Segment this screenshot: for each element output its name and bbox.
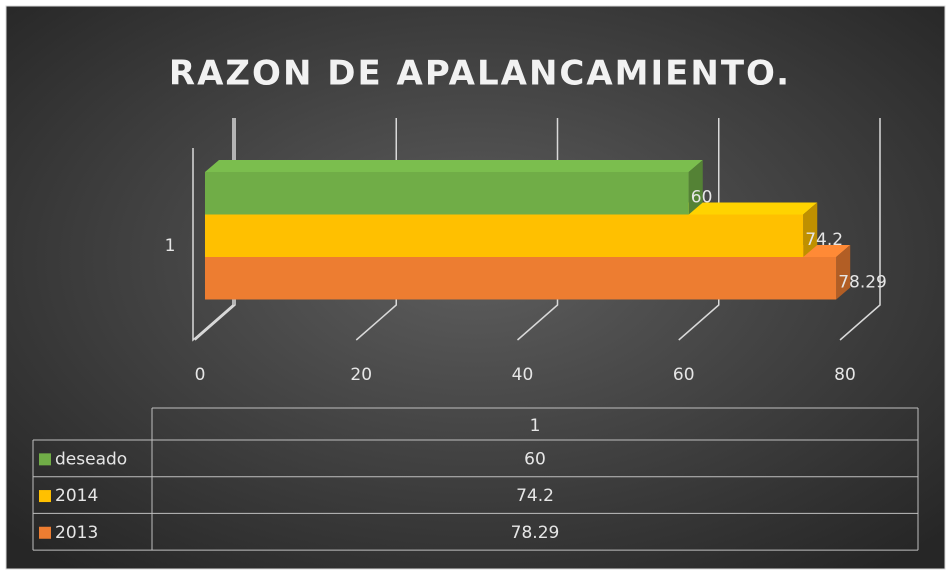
data-table: 1 deseado 60 2014 74.2 2013 78.29: [32, 407, 919, 551]
x-tick-label: 0: [195, 365, 206, 385]
legend-key: [39, 526, 51, 539]
legend-label: 2014: [55, 486, 98, 506]
legend-key: [39, 453, 51, 466]
legend-key: [39, 490, 51, 503]
table-value: 60: [524, 449, 546, 469]
bar: [205, 257, 837, 300]
bar-top: [205, 160, 703, 172]
y-tick-label: 1: [165, 236, 176, 256]
bar-end: [836, 245, 851, 300]
table-value: 78.29: [511, 523, 560, 543]
chart-title: RAZON DE APALANCAMIENTO.: [169, 54, 791, 94]
grid-line: [678, 118, 720, 341]
x-tick-label: 40: [512, 365, 534, 385]
legend-label: deseado: [55, 449, 127, 469]
grid-line: [839, 118, 881, 341]
table-value: 74.2: [516, 486, 554, 506]
bar-end: [688, 160, 703, 215]
bar: [205, 172, 689, 215]
bar-end: [803, 202, 818, 257]
x-tick-label: 80: [834, 365, 856, 385]
plot: 0 20 40 60 80 1 78.29 74.2 60: [165, 118, 887, 385]
data-label: 78.29: [838, 272, 887, 292]
table-header: 1: [530, 416, 541, 436]
x-tick-label: 60: [673, 365, 695, 385]
data-label: 60: [691, 187, 713, 207]
x-tick-label: 20: [350, 365, 372, 385]
data-label: 74.2: [805, 230, 843, 250]
bar: [205, 214, 804, 257]
legend-label: 2013: [55, 523, 98, 543]
